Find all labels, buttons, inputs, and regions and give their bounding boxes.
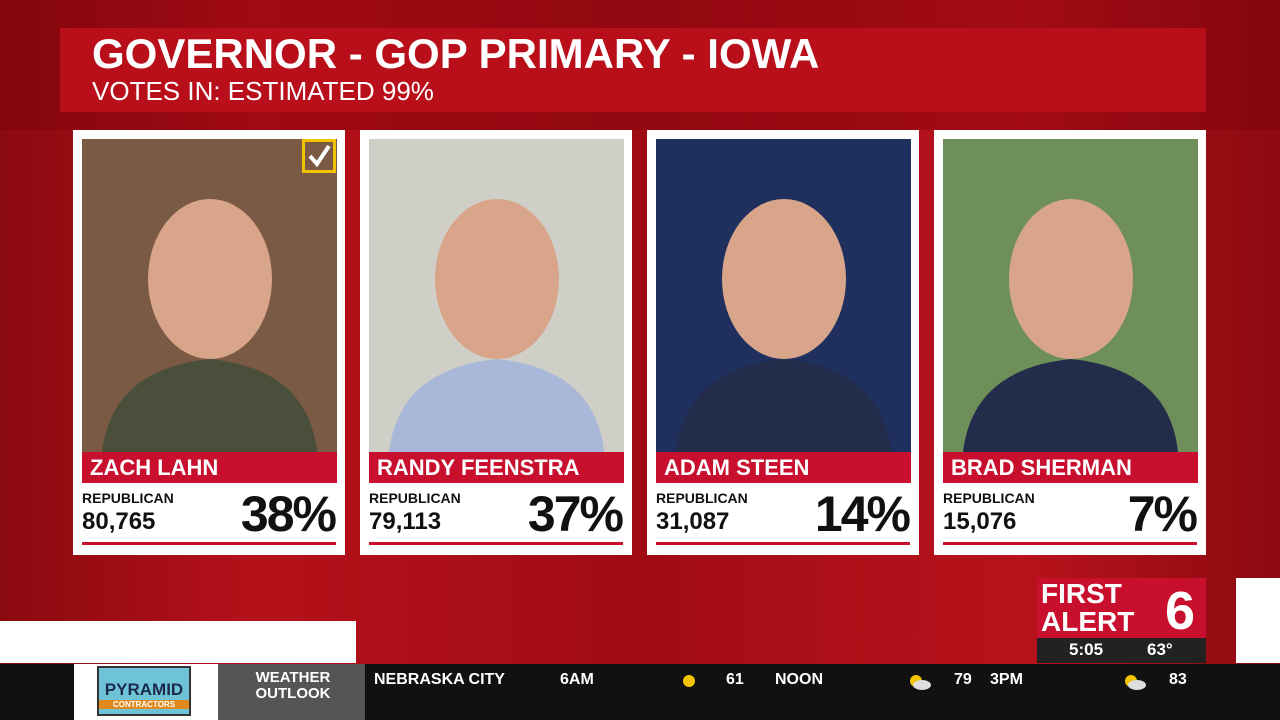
party: REPUBLICAN: [82, 490, 174, 506]
votes: 15,076: [943, 508, 1017, 535]
header-panel: [60, 28, 1206, 112]
forecast-temp: 83: [1169, 671, 1187, 688]
party: REPUBLICAN: [943, 490, 1035, 506]
check-icon: [308, 144, 331, 168]
title: GOVERNOR - GOP PRIMARY - IOWA: [92, 30, 820, 77]
forecast-temp: 79: [954, 671, 972, 688]
ticker: PYRAMID CONTRACTORS WEATHER OUTLOOK NEBR…: [0, 664, 1280, 720]
weather-icon: [678, 670, 704, 697]
candidate-card: ZACH LAHN REPUBLICAN 80,765 38%: [73, 130, 345, 555]
candidate-card: BRAD SHERMAN REPUBLICAN 15,076 7%: [934, 130, 1206, 555]
percent: 14%: [814, 486, 911, 542]
portrait: [676, 199, 891, 452]
portrait: [389, 199, 604, 452]
winner-check: [302, 139, 336, 173]
votes: 79,113: [369, 508, 442, 535]
forecast-temp: 61: [726, 671, 744, 688]
percent: 7%: [1127, 486, 1198, 542]
party: REPUBLICAN: [656, 490, 748, 506]
underline: [369, 542, 623, 545]
weather-icon: [1120, 670, 1146, 697]
side-bar: [1236, 578, 1280, 663]
lower-bar: [0, 621, 356, 663]
underline: [656, 542, 910, 545]
sponsor: PYRAMID: [104, 680, 184, 699]
subtitle: VOTES IN: ESTIMATED 99%: [92, 76, 434, 106]
sun: [1125, 675, 1146, 690]
clock: 5:05: [1069, 640, 1104, 659]
votes: 80,765: [82, 508, 156, 535]
forecast-time: 3PM: [990, 671, 1023, 688]
current-temp: 63°: [1147, 640, 1173, 659]
forecast-time: 6AM: [560, 671, 594, 688]
sun: [683, 675, 695, 687]
sun: [910, 675, 931, 690]
weather-icon: [905, 670, 931, 697]
candidate-card: RANDY FEENSTRA REPUBLICAN 79,113 37%: [360, 130, 632, 555]
logo-number: 6: [1165, 581, 1196, 641]
candidate-photo: [656, 139, 911, 452]
votes: 31,087: [656, 508, 730, 535]
logo: FIRST ALERT 6 5:05 63°: [1037, 578, 1206, 663]
underline: [943, 542, 1197, 545]
percent: 37%: [527, 486, 624, 542]
candidate-photo: [82, 139, 337, 452]
location: NEBRASKA CITY: [374, 671, 505, 688]
candidate-name: RANDY FEENSTRA: [369, 452, 624, 483]
logo-line1: FIRST: [1041, 578, 1122, 609]
candidate-name: ADAM STEEN: [656, 452, 911, 483]
candidate-name: ZACH LAHN: [82, 452, 337, 483]
candidate-card: ADAM STEEN REPUBLICAN 31,087 14%: [647, 130, 919, 555]
candidate-photo: [943, 139, 1198, 452]
forecast-time: NOON: [775, 671, 823, 688]
underline: [82, 542, 336, 545]
percent: 38%: [240, 486, 337, 542]
logo-line2: ALERT: [1041, 606, 1135, 637]
ticker-label: WEATHER OUTLOOK: [255, 669, 331, 702]
sponsor-sub: CONTRACTORS: [99, 700, 189, 709]
party: REPUBLICAN: [369, 490, 461, 506]
candidate-photo: [369, 139, 624, 452]
portrait: [102, 199, 317, 452]
portrait: [963, 199, 1178, 452]
candidate-name: BRAD SHERMAN: [943, 452, 1198, 483]
